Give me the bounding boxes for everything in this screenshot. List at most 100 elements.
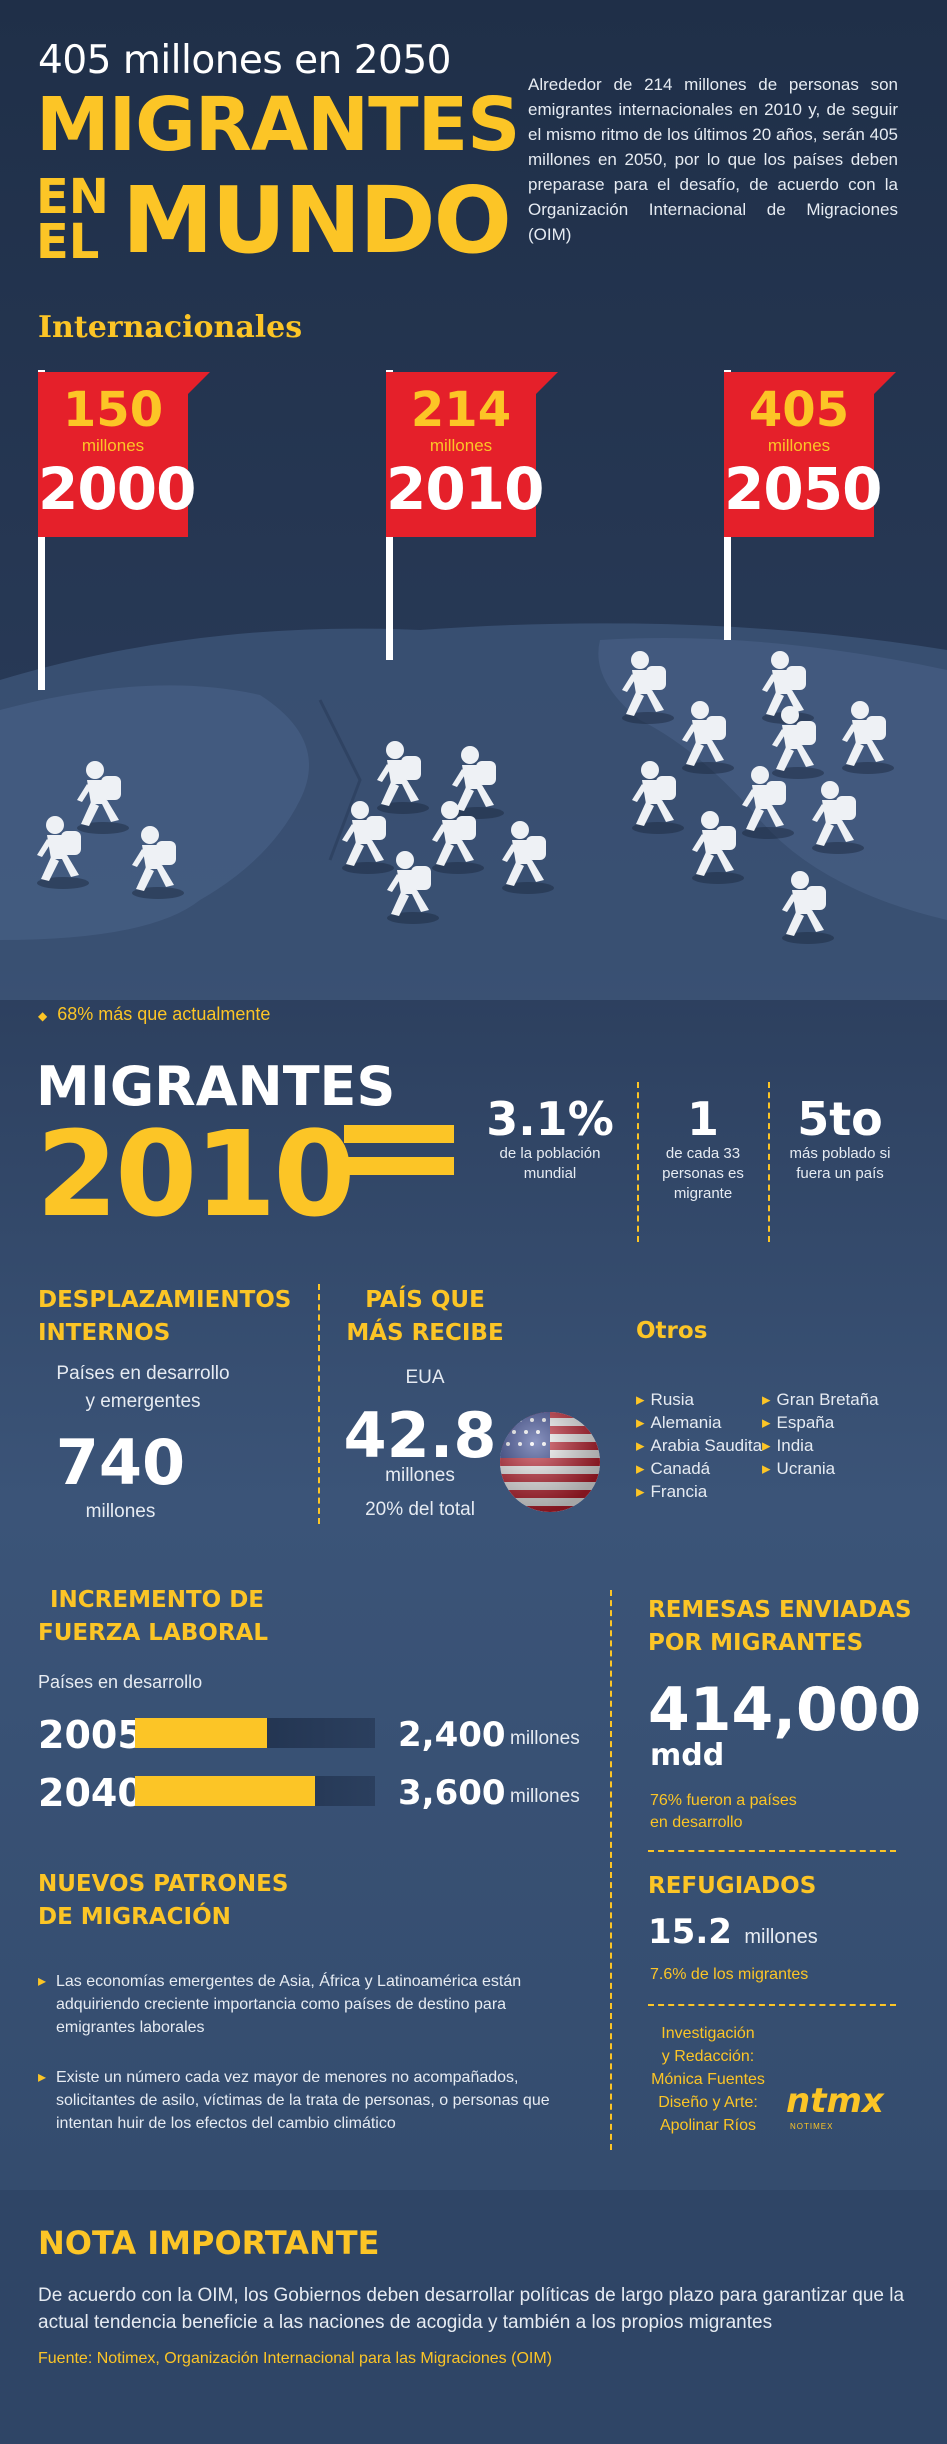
title-line: NUEVOS PATRONES [38, 1871, 289, 1897]
title-line: REMESAS ENVIADAS [648, 1597, 912, 1623]
credits: Investigación y Redacción: Mónica Fuente… [648, 2022, 768, 2137]
desplazamientos-value: 740 [55, 1426, 186, 1499]
stat-small: más poblado si fuera un país [789, 1145, 891, 1182]
growth-note: ◆ 68% más que actualmente [38, 1004, 270, 1025]
title-migrantes: MIGRANTES [36, 82, 520, 168]
country-name: EUA [405, 1367, 445, 1388]
otros-country: Gran Bretaña [762, 1388, 879, 1411]
refugiados-unit: millones [744, 1926, 818, 1948]
migrant-figure-icon [342, 801, 394, 874]
stat-big: 5to [797, 1092, 883, 1146]
migrant-figure-icon [37, 816, 89, 889]
title-line: POR MIGRANTES [648, 1630, 864, 1656]
migrant-figure-icon [692, 811, 744, 884]
nota-text: De acuerdo con la OIM, los Gobiernos deb… [38, 2285, 905, 2333]
desplazamientos-title: DESPLAZAMIENTOS INTERNOS [38, 1284, 291, 1350]
bar-fill-2040 [135, 1776, 315, 1806]
divider [610, 1590, 612, 2150]
title-line: INTERNOS [38, 1320, 171, 1346]
pais-recibe-title: PAÍS QUE MÁS RECIBE [330, 1284, 520, 1350]
bar-track [135, 1776, 375, 1806]
bar-value-2040: 3,600 [398, 1773, 506, 1813]
divider [768, 1082, 770, 1242]
bar-value-2005: 2,400 [398, 1715, 506, 1755]
remesas-value: 414,000 [648, 1675, 922, 1745]
migrantes-2010-year: 2010 [36, 1105, 355, 1243]
pais-recibe-value: 42.8 [343, 1399, 497, 1472]
migrant-figure-icon [682, 701, 734, 774]
migrant-figure-icon [77, 761, 129, 834]
flag-value: 214 [410, 382, 512, 438]
subtitle: 405 millones en 2050 [38, 38, 451, 83]
flag-year: 2050 [724, 455, 882, 523]
otros-country: Francia [636, 1480, 762, 1503]
desplazamientos-unit: millones [85, 1501, 156, 1522]
title-line: INCREMENTO DE [50, 1587, 265, 1613]
stat-big: 3.1% [486, 1092, 614, 1146]
internacionales-label: Internacionales [38, 310, 303, 345]
otros-list-col2: Gran BretañaEspañaIndiaUcrania [762, 1388, 879, 1480]
title-line: DESPLAZAMIENTOS [38, 1287, 292, 1313]
otros-country: Arabia Saudita [636, 1434, 763, 1457]
flag-value: 405 [748, 382, 850, 438]
title-el: EL [36, 214, 100, 270]
divider [318, 1284, 320, 1524]
credit-line: Diseño y Arte: [658, 2094, 758, 2111]
nota-section [0, 2190, 947, 2444]
title-line: FUERZA LABORAL [38, 1620, 268, 1646]
title-line: PAÍS QUE [365, 1287, 485, 1313]
flag-2000: 150 millones 2000 [38, 372, 210, 537]
growth-note-text: 68% más que actualmente [57, 1004, 271, 1024]
stat-small: de la población mundial [499, 1145, 601, 1182]
flag-2010: 214 millones 2010 [386, 372, 558, 537]
stat-small: de cada 33 personas es migrante [662, 1145, 744, 1202]
nota-title: NOTA IMPORTANTE [38, 2224, 380, 2262]
patrones-title: NUEVOS PATRONES DE MIGRACIÓN [38, 1868, 288, 1934]
divider [648, 1850, 896, 1852]
refugiados-title: REFUGIADOS [648, 1873, 817, 1899]
bar-year-2040: 2040 [38, 1771, 144, 1815]
otros-country: Alemania [636, 1411, 762, 1434]
notimex-logo: ntmx [786, 2081, 884, 2121]
migrant-figure-icon [772, 706, 824, 779]
title-mundo: MUNDO [122, 167, 512, 274]
pais-recibe-share: 20% del total [365, 1499, 475, 1520]
migrant-figure-icon [502, 821, 554, 894]
refugiados-note: 7.6% de los migrantes [650, 1966, 809, 1983]
migrant-figure-icon [387, 851, 439, 924]
credit-line: Investigación [661, 2025, 755, 2042]
otros-country: Rusia [636, 1388, 762, 1411]
otros-country: Ucrania [762, 1457, 879, 1480]
migrant-figure-icon [812, 781, 864, 854]
flag-unit: millones [81, 436, 145, 455]
credit-line: Mónica Fuentes [651, 2071, 765, 2088]
patrones-bullet-2: Existe un número cada vez mayor de menor… [38, 2066, 558, 2135]
migrant-figure-icon [782, 871, 834, 944]
migrant-figure-icon [762, 651, 814, 724]
stat-fifth-country: 5to más poblado si fuera un país [775, 1094, 905, 1184]
remesas-note: 76% fueron a países en desarrollo [650, 1790, 797, 1834]
intro-paragraph: Alrededor de 214 millones de personas so… [528, 75, 898, 244]
nota-source: Fuente: Notimex, Organización Internacio… [38, 2350, 552, 2367]
equals-sign-icon [344, 1125, 454, 1143]
flag-unit: millones [429, 436, 493, 455]
desplazamientos-desc: Países en desarrollo y emergentes [38, 1360, 248, 1416]
migrant-figure-icon [742, 766, 794, 839]
note-line: en desarrollo [650, 1814, 743, 1831]
otros-country: España [762, 1411, 879, 1434]
title-line: MÁS RECIBE [346, 1320, 504, 1346]
stat-big: 1 [686, 1092, 719, 1146]
otros-list-col1: RusiaAlemaniaArabia SauditaCanadáFrancia [636, 1388, 763, 1503]
stat-one-in-33: 1 de cada 33 personas es migrante [638, 1094, 768, 1204]
divider [648, 2004, 896, 2006]
title-line: DE MIGRACIÓN [38, 1904, 231, 1930]
bar-unit: millones [510, 1728, 580, 1749]
otros-country: India [762, 1434, 879, 1457]
remesas-unit: mdd [650, 1738, 725, 1773]
title-en: EN [36, 169, 109, 225]
fuerza-laboral-desc: Países en desarrollo [38, 1672, 203, 1692]
bar-track [135, 1718, 375, 1748]
flag-value: 150 [62, 382, 164, 438]
notimex-logo-sub: NOTIMEX [790, 2122, 834, 2131]
migrant-figure-icon [632, 761, 684, 834]
